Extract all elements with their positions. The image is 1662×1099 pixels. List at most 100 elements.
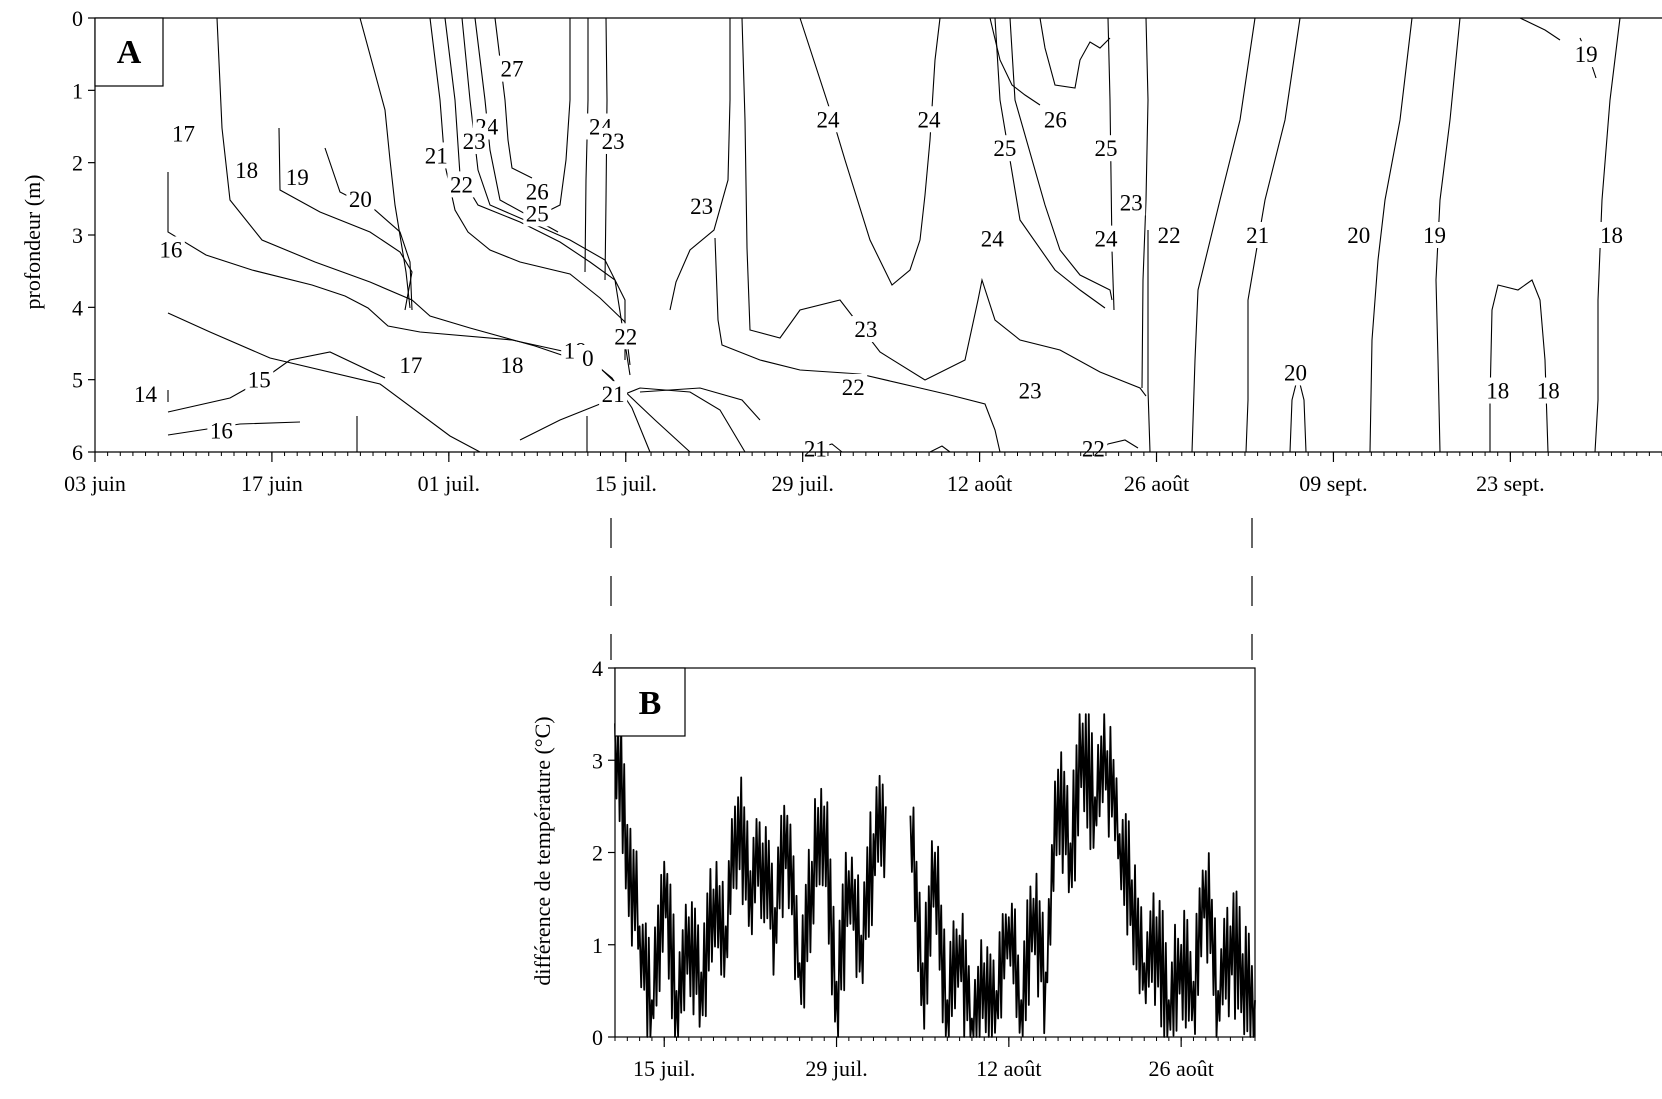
contour-line: [742, 18, 1146, 396]
contour-line: [168, 172, 650, 452]
contour-label: 19: [1575, 42, 1598, 67]
contour-line: [930, 446, 950, 452]
contour-label: 22: [1158, 223, 1181, 248]
contour-label: 25: [1094, 136, 1117, 161]
y-axis-title-b: différence de température (°C): [530, 716, 555, 985]
y-tick-label-a: 6: [72, 440, 83, 465]
y-tick-label-a: 3: [72, 223, 83, 248]
contour-label: 23: [690, 194, 713, 219]
y-tick-label-b: 1: [592, 933, 603, 958]
contour-label: 0: [582, 346, 594, 371]
y-tick-label-b: 3: [592, 748, 603, 773]
contour-label: 22: [450, 172, 473, 197]
y-tick-label-a: 5: [72, 368, 83, 393]
contour-label: 18: [1600, 223, 1623, 248]
contour-label: 27: [501, 57, 524, 82]
contour-line: [1108, 18, 1114, 310]
contour-label: 21: [425, 143, 448, 168]
x-tick-label-a: 26 août: [1124, 471, 1189, 496]
x-tick-label-a: 23 sept.: [1476, 471, 1544, 496]
contour-line: [1370, 18, 1412, 452]
y-tick-label-a: 1: [72, 78, 83, 103]
y-tick-label-b: 4: [592, 656, 603, 681]
contour-label: 18: [1486, 379, 1509, 404]
contour-label: 24: [918, 107, 942, 132]
temperature-difference-series: [615, 714, 1255, 1037]
contour-label: 14: [134, 382, 158, 407]
contour-label: 18: [501, 353, 524, 378]
x-tick-label-a: 03 juin: [64, 471, 126, 496]
contour-label: 18: [1537, 379, 1560, 404]
contour-label: 23: [463, 129, 486, 154]
contour-label: 23: [1019, 379, 1042, 404]
x-tick-label-a: 12 août: [947, 471, 1012, 496]
contour-line: [279, 128, 412, 310]
contour-label: 25: [993, 136, 1016, 161]
contour-label: 20: [1284, 360, 1307, 385]
contour-label: 22: [1082, 436, 1105, 461]
y-tick-label-b: 0: [592, 1025, 603, 1050]
contour-line: [360, 18, 410, 308]
contour-line: [520, 388, 745, 452]
y-tick-label-a: 2: [72, 151, 83, 176]
contour-label: 25: [526, 201, 549, 226]
y-tick-label-a: 0: [72, 6, 83, 31]
contour-label: 24: [816, 107, 840, 132]
panel-label-a: A: [117, 34, 142, 71]
x-tick-label-b: 15 juil.: [633, 1056, 695, 1081]
contour-label: 19: [286, 165, 309, 190]
x-tick-label-b: 26 août: [1148, 1056, 1213, 1081]
contour-label: 20: [1347, 223, 1370, 248]
contour-label: 16: [210, 418, 233, 443]
contour-label: 23: [1120, 190, 1143, 215]
contour-lines: [168, 18, 1620, 452]
temperature-difference-line: [615, 720, 886, 1037]
contour-label: 23: [602, 129, 625, 154]
contour-label: 20: [349, 187, 372, 212]
x-tick-label-a: 09 sept.: [1299, 471, 1367, 496]
contour-label: 24: [981, 227, 1005, 252]
contour-line: [1148, 230, 1150, 452]
contour-line: [168, 352, 385, 412]
x-tick-label-a: 17 juin: [241, 471, 303, 496]
contour-line: [1520, 18, 1560, 40]
contour-line: [995, 18, 1105, 308]
contour-label: 22: [614, 324, 637, 349]
panel-b-line-chart: 0 1 2 3 4 15 juil. 29 juil. 12 août 26 août B di…: [530, 656, 1255, 1081]
x-tick-label-b: 29 juil.: [805, 1056, 867, 1081]
contour-line: [640, 388, 760, 420]
contour-label: 19: [1423, 223, 1446, 248]
contour-label: 16: [159, 237, 182, 262]
contour-label: 17: [172, 122, 195, 147]
contour-line: [1490, 280, 1548, 452]
contour-label: 15: [248, 368, 271, 393]
contour-line: [1040, 18, 1110, 88]
contour-line: [670, 18, 730, 310]
contour-label: 24: [1094, 227, 1118, 252]
temperature-difference-line: [910, 714, 1255, 1037]
contour-label: 22: [842, 375, 865, 400]
contour-label: 21: [602, 382, 625, 407]
contour-label: 17: [399, 353, 422, 378]
x-tick-label-a: 01 juil.: [418, 471, 480, 496]
y-tick-label-b: 2: [592, 841, 603, 866]
contour-line: [585, 18, 588, 272]
contour-label: 26: [1044, 107, 1067, 132]
contour-label: 21: [804, 436, 827, 461]
x-tick-label-a: 29 juil.: [772, 471, 834, 496]
contour-label: 18: [235, 158, 258, 183]
contour-line: [715, 238, 1000, 452]
x-tick-label-b: 12 août: [976, 1056, 1041, 1081]
contour-line: [800, 18, 940, 285]
x-tick-label-a: 15 juil.: [595, 471, 657, 496]
panel-a-contour-chart: 2724232122262524231718192016151416171819…: [20, 6, 1662, 496]
contour-line: [495, 18, 532, 178]
y-axis-title-a: profondeur (m): [20, 174, 45, 309]
contour-label: 21: [1246, 223, 1269, 248]
contour-label: 23: [854, 317, 877, 342]
zoom-connector-lines: [611, 518, 1252, 660]
y-tick-label-a: 4: [72, 295, 83, 320]
panel-label-b: B: [639, 685, 662, 722]
